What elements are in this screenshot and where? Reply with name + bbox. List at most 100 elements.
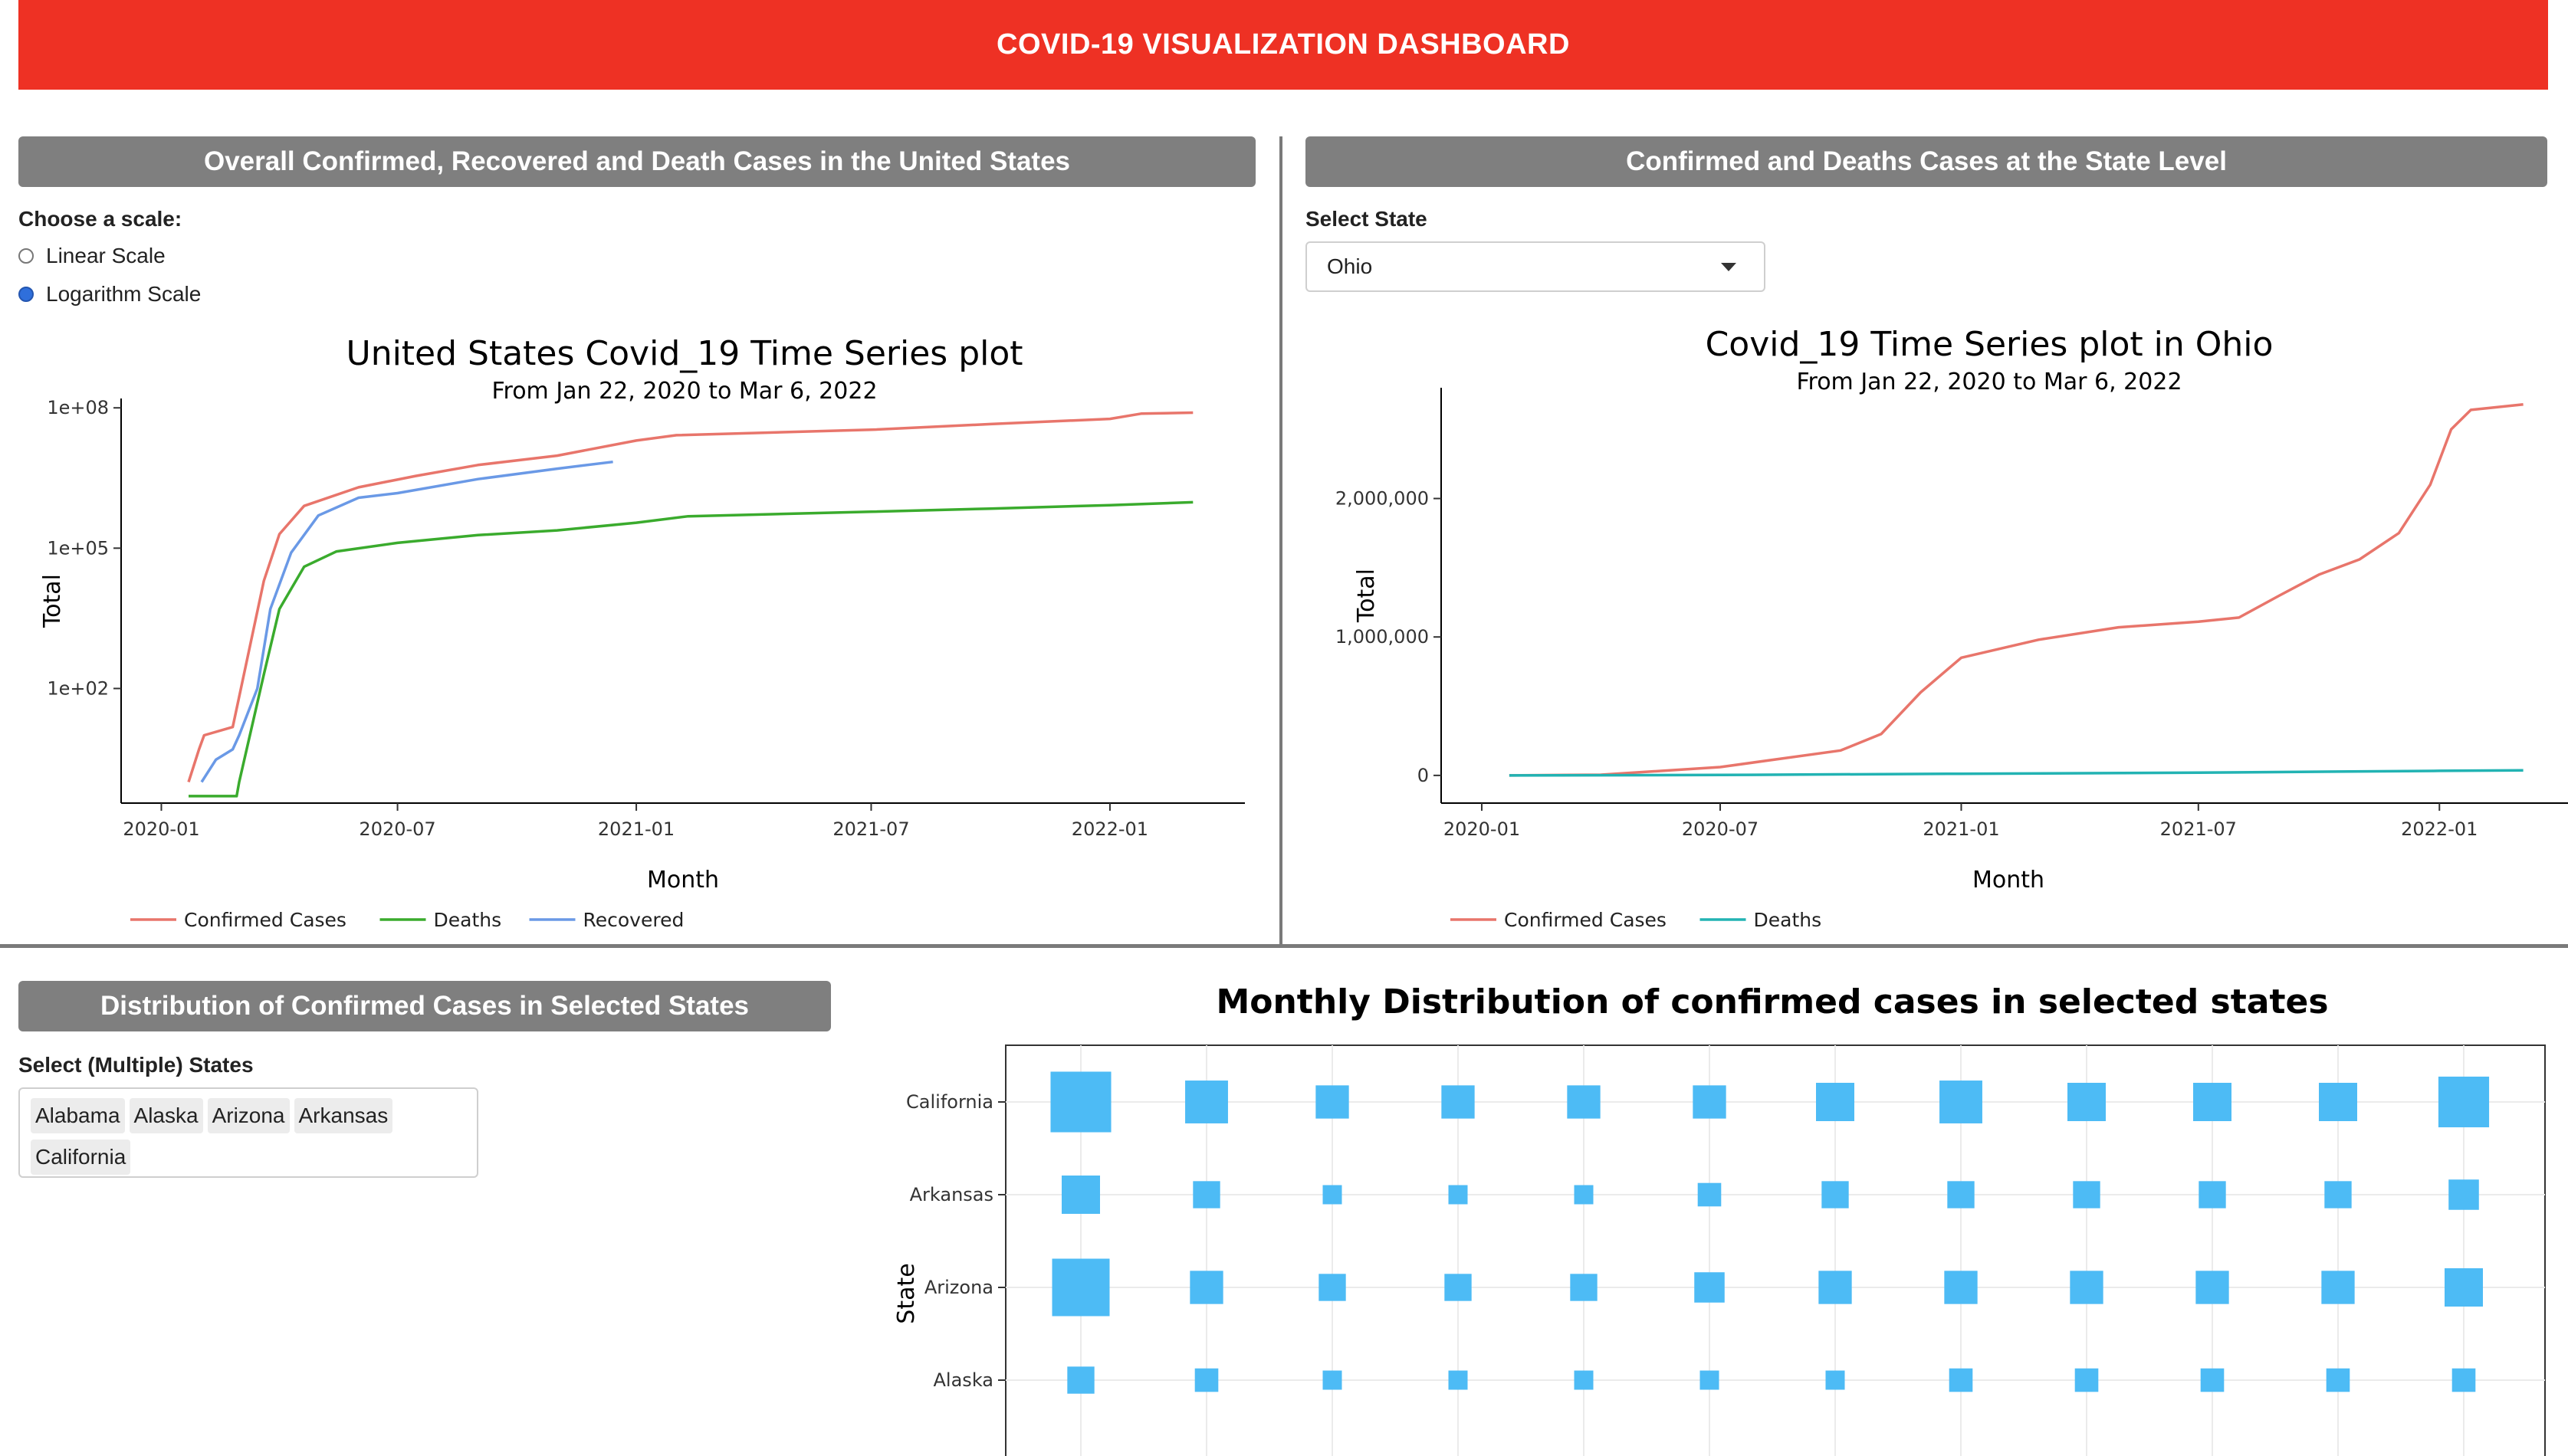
state-select[interactable]: Ohio	[1305, 241, 1765, 292]
radio-checked-icon[interactable]	[18, 287, 34, 302]
us-panel-header: Overall Confirmed, Recovered and Death C…	[18, 136, 1256, 187]
distribution-point	[1318, 1274, 1346, 1301]
distribution-point	[1190, 1271, 1223, 1304]
state-chip[interactable]: Alabama	[31, 1098, 125, 1133]
radio-unchecked-icon[interactable]	[18, 248, 34, 264]
x-tick-label: 2021-07	[2160, 818, 2237, 840]
x-tick-label: 2020-01	[123, 818, 199, 840]
distribution-point	[1567, 1085, 1601, 1119]
distribution-point	[2193, 1083, 2231, 1121]
distribution-point	[2451, 1368, 2476, 1392]
x-axis-label: Month	[1972, 867, 2044, 894]
x-tick-label: 2020-01	[1443, 818, 1520, 840]
scale-prompt: Choose a scale:	[18, 207, 182, 231]
horizontal-divider	[0, 944, 2568, 948]
y-axis-label: State	[893, 1263, 920, 1323]
x-tick-label: 2021-01	[1923, 818, 1999, 840]
us-panel-title: Overall Confirmed, Recovered and Death C…	[203, 146, 1071, 176]
vertical-divider	[1279, 136, 1282, 944]
distribution-point	[1697, 1182, 1722, 1207]
distribution-point	[1052, 1258, 1110, 1317]
distribution-point	[1825, 1370, 1845, 1390]
distribution-point	[1818, 1271, 1852, 1304]
distribution-point	[2073, 1181, 2100, 1208]
distribution-point	[1444, 1274, 1472, 1301]
distribution-point	[1821, 1181, 1849, 1208]
distribution-point	[1067, 1366, 1095, 1394]
distribution-point	[1050, 1071, 1112, 1133]
y-tick-label: Alaska	[934, 1369, 993, 1391]
state-chip[interactable]: Arizona	[207, 1098, 290, 1133]
y-tick-label: 1,000,000	[1335, 626, 1429, 648]
y-axis-label: Total	[1353, 569, 1380, 623]
legend-label: Deaths	[434, 909, 502, 931]
distribution-panel-header: Distribution of Confirmed Cases in Selec…	[18, 981, 831, 1031]
multi-select-label: Select (Multiple) States	[18, 1053, 254, 1077]
legend-label: Confirmed Cases	[1504, 909, 1667, 931]
distribution-point	[1947, 1181, 1975, 1208]
chart-title: Monthly Distribution of confirmed cases …	[1216, 982, 2328, 1021]
x-tick-label: 2022-01	[2401, 818, 2478, 840]
series-line-deaths	[189, 500, 1194, 798]
distribution-point	[2195, 1271, 2229, 1304]
distribution-point	[1322, 1370, 1342, 1390]
series-line-confirmed-cases	[1509, 402, 2524, 777]
state-chip[interactable]: California	[31, 1140, 131, 1175]
distribution-point	[1694, 1272, 1725, 1303]
state-chip[interactable]: Arkansas	[294, 1098, 393, 1133]
distribution-point	[1322, 1185, 1342, 1205]
chart-title: Covid_19 Time Series plot in Ohio	[1706, 325, 2274, 364]
distribution-point	[1939, 1081, 1982, 1123]
legend-label: Confirmed Cases	[184, 909, 346, 931]
log-scale-radio[interactable]: Logarithm Scale	[18, 282, 201, 307]
linear-scale-label: Linear Scale	[46, 244, 166, 267]
distribution-point	[2438, 1076, 2490, 1128]
chart-subtitle: From Jan 22, 2020 to Mar 6, 2022	[1796, 369, 2182, 395]
distribution-point	[1693, 1085, 1726, 1119]
legend-label: Deaths	[1754, 909, 1822, 931]
legend-label: Recovered	[583, 909, 685, 931]
distribution-point	[2326, 1368, 2350, 1392]
plot-panel	[1005, 1044, 2546, 1456]
state-panel-header: Confirmed and Deaths Cases at the State …	[1305, 136, 2547, 187]
distribution-point	[1574, 1185, 1594, 1205]
x-tick-label: 2021-01	[598, 818, 675, 840]
distribution-point	[2199, 1181, 2226, 1208]
distribution-point	[1448, 1185, 1468, 1205]
distribution-point	[2070, 1271, 2103, 1304]
series-line-deaths	[1509, 769, 2524, 777]
log-scale-label: Logarithm Scale	[46, 282, 202, 306]
x-axis-label: Month	[647, 867, 719, 894]
dashboard-title: COVID-19 VISUALIZATION DASHBOARD	[997, 28, 1570, 61]
distribution-point	[2445, 1268, 2483, 1307]
x-tick-label: 2020-07	[359, 818, 435, 840]
distribution-point	[1816, 1083, 1854, 1121]
distribution-point	[1185, 1081, 1228, 1123]
distribution-point	[1194, 1368, 1219, 1392]
monthly-distribution-chart: Monthly Distribution of confirmed cases …	[893, 982, 2546, 1456]
chart-title: United States Covid_19 Time Series plot	[346, 334, 1023, 373]
multi-state-select[interactable]: Alabama Alaska Arizona Arkansas Californ…	[18, 1087, 478, 1178]
y-tick-label: 0	[1417, 765, 1429, 786]
distribution-point	[2067, 1083, 2106, 1121]
distribution-point	[1574, 1370, 1594, 1390]
state-select-value: Ohio	[1327, 254, 1373, 278]
distribution-point	[1441, 1085, 1475, 1119]
x-tick-label: 2020-07	[1682, 818, 1759, 840]
distribution-point	[2448, 1179, 2479, 1210]
chevron-down-icon	[1721, 263, 1736, 271]
x-tick-label: 2022-01	[1072, 818, 1148, 840]
distribution-point	[1944, 1271, 1978, 1304]
linear-scale-radio[interactable]: Linear Scale	[18, 244, 166, 268]
y-tick-label: Arkansas	[910, 1184, 993, 1205]
distribution-point	[1570, 1274, 1598, 1301]
y-tick-label: 1e+02	[47, 677, 109, 699]
distribution-point	[2074, 1368, 2099, 1392]
distribution-point	[2324, 1181, 2352, 1208]
series-line-confirmed-cases	[187, 411, 1194, 783]
state-chip[interactable]: Alaska	[129, 1098, 203, 1133]
select-state-label: Select State	[1305, 207, 1427, 231]
state-time-series-chart: Covid_19 Time Series plot in Ohio From Ja…	[1335, 325, 2568, 931]
state-panel-title: Confirmed and Deaths Cases at the State …	[1626, 146, 2227, 176]
y-axis-label: Total	[39, 574, 66, 628]
